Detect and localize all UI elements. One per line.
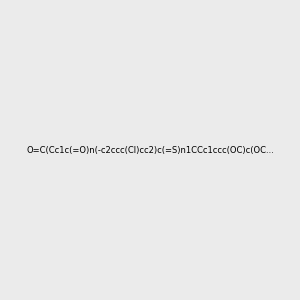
- Text: O=C(Cc1c(=O)n(-c2ccc(Cl)cc2)c(=S)n1CCc1ccc(OC)c(OC...: O=C(Cc1c(=O)n(-c2ccc(Cl)cc2)c(=S)n1CCc1c…: [26, 146, 274, 154]
